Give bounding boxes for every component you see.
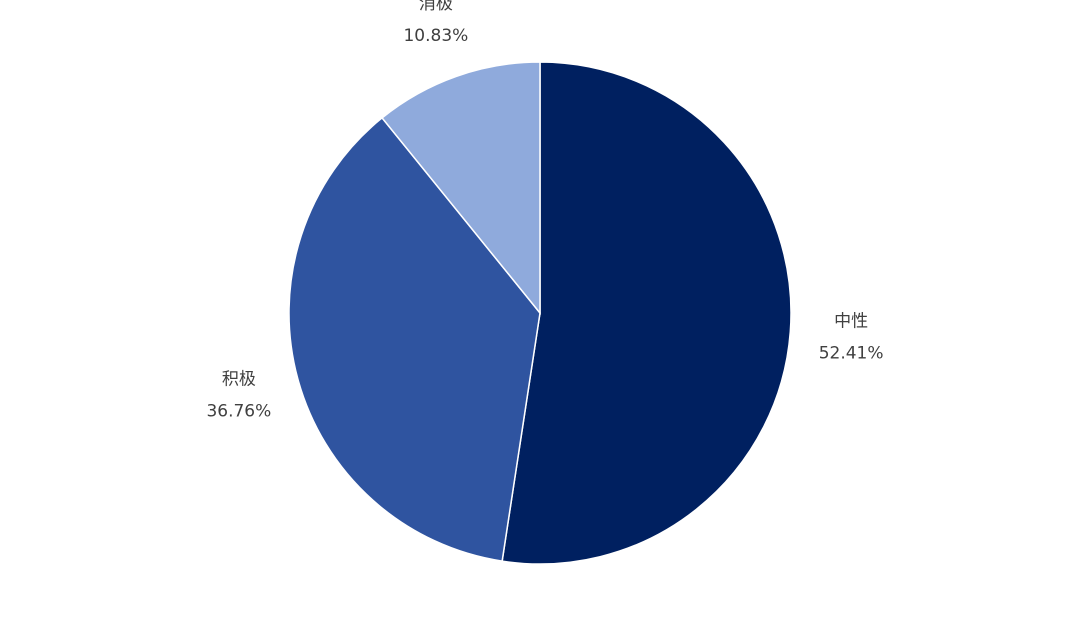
slice-category-label: 中性	[834, 312, 868, 332]
slice-value-label: 10.83%	[403, 26, 468, 46]
slice-value-label: 36.76%	[206, 402, 271, 422]
slice-category-label: 消极	[419, 0, 453, 14]
pie-slice	[501, 61, 792, 565]
pie-slice	[381, 61, 541, 316]
pie-slice	[288, 116, 541, 562]
slice-value-label: 52.41%	[819, 344, 884, 364]
slice-category-label: 积极	[222, 370, 256, 390]
